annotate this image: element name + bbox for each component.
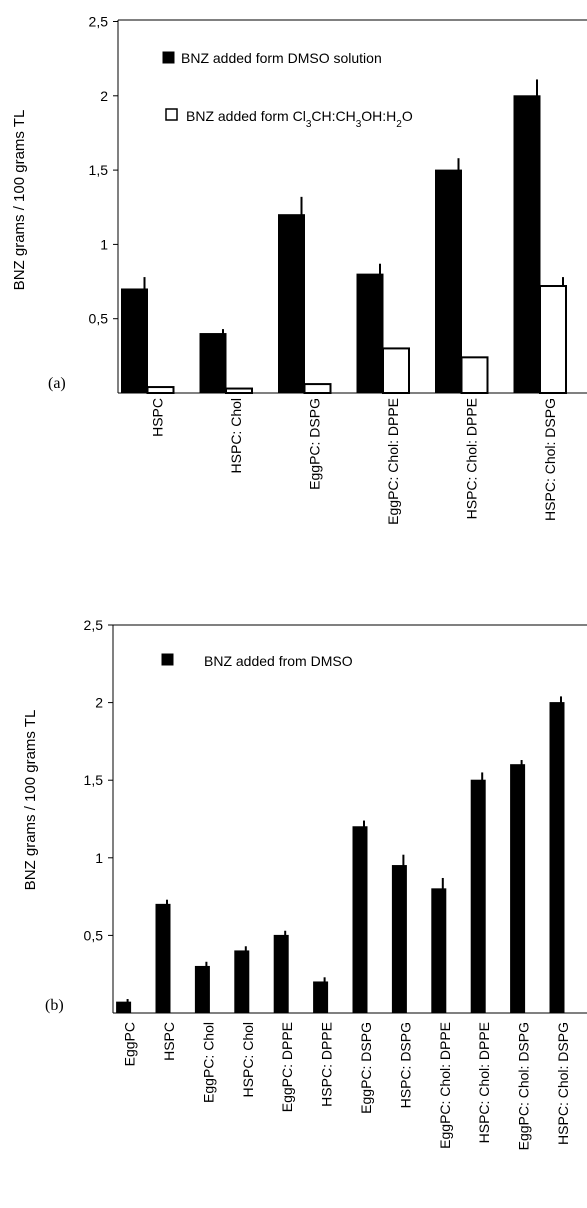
legend-label-chloroform: BNZ added form Cl3CH:CH3OH:H2O bbox=[186, 108, 413, 130]
chart-panel-a: BNZ grams / 100 grams TL (a) BNZ added f… bbox=[11, 14, 587, 525]
panel-label: (a) bbox=[48, 375, 66, 392]
category-label: HSPC: Chol: DSPG bbox=[542, 398, 558, 521]
category-label: EggPC: DSPG bbox=[358, 1022, 374, 1114]
category-label: HSPC: Chol: DPPE bbox=[464, 398, 480, 519]
panel-label: (b) bbox=[45, 997, 64, 1014]
bar-dmso bbox=[273, 934, 289, 1014]
category-label: HSPC: DSPG bbox=[397, 1022, 413, 1108]
bar-chloroform bbox=[460, 356, 489, 394]
bar-dmso bbox=[435, 169, 462, 394]
y-tick-label: 2,5 bbox=[84, 617, 104, 633]
category-label: HSPC: Chol bbox=[240, 1022, 256, 1097]
y-tick-label: 1 bbox=[95, 850, 103, 866]
y-tick-label: 0,5 bbox=[89, 311, 109, 327]
y-axis-label: BNZ grams / 100 grams TL bbox=[22, 710, 39, 891]
legend-swatch-dmso bbox=[161, 653, 174, 666]
bar-dmso bbox=[313, 981, 329, 1014]
bar-chloroform bbox=[225, 387, 253, 394]
y-tick-label: 1,5 bbox=[84, 772, 104, 788]
y-ticks: 0,5 1 1,5 2 2,5 bbox=[89, 14, 118, 327]
category-label: HSPC: Chol: DSPG bbox=[555, 1022, 571, 1145]
legend-label-dmso: BNZ added form DMSO solution bbox=[181, 50, 382, 66]
category-label: EggPC: Chol: DPPE bbox=[385, 398, 401, 525]
bar-dmso bbox=[391, 865, 407, 1014]
category-labels: HSPC HSPC: Chol EggPC: DSPG EggPC: Chol: DP… bbox=[150, 398, 559, 525]
bar-dmso bbox=[194, 965, 210, 1014]
category-label: HSPC: DPPE bbox=[319, 1022, 335, 1107]
category-label: EggPC: Chol: DSPG bbox=[516, 1022, 532, 1150]
category-label: EggPC: DPPE bbox=[279, 1022, 295, 1112]
bars bbox=[121, 79, 567, 395]
bar-dmso bbox=[234, 950, 250, 1014]
bars bbox=[116, 696, 565, 1014]
bar-chloroform bbox=[382, 347, 410, 395]
category-label: EggPC: Chol bbox=[200, 1022, 216, 1103]
category-label: EggPC bbox=[122, 1022, 138, 1066]
bar-dmso bbox=[278, 214, 305, 394]
y-axis-label: BNZ grams / 100 grams TL bbox=[11, 110, 28, 291]
y-tick-label: 2 bbox=[100, 88, 108, 104]
y-tick-label: 2 bbox=[95, 695, 103, 711]
bar-dmso bbox=[510, 764, 526, 1014]
bar-dmso bbox=[116, 1001, 132, 1014]
bar-dmso bbox=[470, 779, 486, 1014]
category-labels: EggPC HSPC EggPC: Chol HSPC: Chol EggPC: DPP… bbox=[122, 1022, 571, 1150]
category-label: HSPC bbox=[161, 1022, 177, 1061]
y-tick-label: 1 bbox=[100, 236, 108, 252]
bar-dmso bbox=[549, 702, 565, 1014]
legend-swatch-chloroform bbox=[165, 108, 178, 121]
bar-dmso bbox=[513, 95, 541, 394]
category-label: HSPC: Chol bbox=[228, 398, 244, 473]
category-label: HSPC bbox=[150, 398, 166, 437]
legend-swatch-dmso bbox=[162, 51, 175, 64]
bar-chloroform bbox=[539, 285, 567, 394]
bar-dmso bbox=[352, 826, 368, 1014]
bar-chloroform bbox=[303, 383, 332, 395]
y-ticks: 0,5 1 1,5 2 2,5 bbox=[84, 617, 113, 943]
bar-dmso bbox=[121, 288, 148, 394]
category-label: HSPC: Chol: DPPE bbox=[476, 1022, 492, 1143]
bar-dmso bbox=[431, 888, 447, 1014]
bar-dmso bbox=[199, 333, 227, 394]
category-label: EggPC: DSPG bbox=[307, 398, 323, 490]
category-label: EggPC: Chol: DPPE bbox=[437, 1022, 453, 1149]
legend-label-dmso: BNZ added from DMSO bbox=[204, 653, 353, 669]
bar-dmso bbox=[155, 903, 171, 1014]
bar-chloroform bbox=[146, 386, 175, 394]
y-tick-label: 1,5 bbox=[89, 162, 109, 178]
y-tick-label: 0,5 bbox=[84, 927, 104, 943]
chart-panel-b: BNZ grams / 100 grams TL (b) BNZ added f… bbox=[22, 617, 587, 1150]
y-tick-label: 2,5 bbox=[89, 14, 109, 30]
bar-dmso bbox=[356, 273, 384, 394]
